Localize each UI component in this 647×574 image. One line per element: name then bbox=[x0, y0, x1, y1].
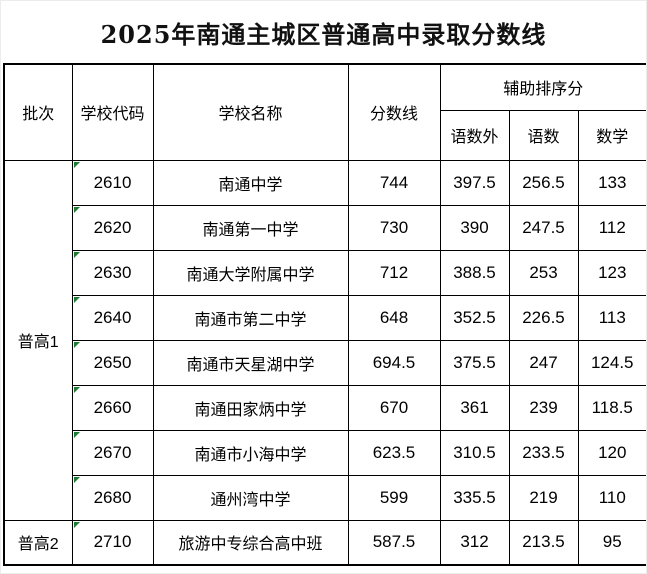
table-row: 2670 南通市小海中学 623.5 310.5 233.5 120 bbox=[4, 429, 646, 476]
aux-cm-cell: 253 bbox=[508, 249, 579, 296]
school-code: 2670 bbox=[93, 442, 132, 462]
header-school-name: 学校名称 bbox=[152, 63, 349, 161]
aux-cm-cell: 213.5 bbox=[508, 519, 579, 566]
school-name-cell: 旅游中专综合高中班 bbox=[152, 519, 349, 566]
aux-cme-cell: 310.5 bbox=[439, 429, 510, 476]
school-name-cell: 南通中学 bbox=[152, 159, 349, 206]
aux-math-cell: 95 bbox=[577, 519, 646, 566]
score-line-cell: 694.5 bbox=[347, 339, 441, 386]
aux-cm-cell: 219 bbox=[508, 474, 579, 521]
cell-flag-triangle-icon bbox=[73, 521, 80, 528]
aux-cm-cell: 226.5 bbox=[508, 294, 579, 341]
school-code-cell: 2610 bbox=[71, 159, 154, 206]
batch-cell: 普高1 bbox=[3, 159, 73, 521]
aux-cme-cell: 388.5 bbox=[439, 249, 510, 296]
aux-math-cell: 112 bbox=[577, 204, 646, 251]
school-code-cell: 2680 bbox=[71, 474, 154, 521]
aux-math-cell: 133 bbox=[577, 159, 646, 206]
aux-cme-cell: 361 bbox=[439, 384, 510, 431]
score-line-cell: 648 bbox=[347, 294, 441, 341]
table-row: 2650 南通市天星湖中学 694.5 375.5 247 124.5 bbox=[4, 339, 646, 386]
school-code-cell: 2650 bbox=[71, 339, 154, 386]
school-code: 2620 bbox=[93, 217, 132, 237]
title-bar: 2025年南通主城区普通高中录取分数线 bbox=[1, 1, 646, 63]
table-row: 2660 南通田家炳中学 670 361 239 118.5 bbox=[4, 384, 646, 431]
aux-math-cell: 113 bbox=[577, 294, 646, 341]
school-code: 2650 bbox=[93, 352, 132, 372]
table-body: 普高1 2610 南通中学 744 397.5 256.5 133 2620 南… bbox=[3, 159, 646, 566]
score-line-cell: 623.5 bbox=[347, 429, 441, 476]
aux-math-cell: 123 bbox=[577, 249, 646, 296]
cell-flag-triangle-icon bbox=[73, 251, 80, 258]
score-line-cell: 730 bbox=[347, 204, 441, 251]
aux-cm-cell: 256.5 bbox=[508, 159, 579, 206]
score-line-cell: 712 bbox=[347, 249, 441, 296]
school-code: 2680 bbox=[93, 487, 132, 507]
aux-math-cell: 124.5 bbox=[577, 339, 646, 386]
school-name-cell: 南通市小海中学 bbox=[152, 429, 349, 476]
header-score-line: 分数线 bbox=[347, 63, 441, 161]
table-header: 批次 学校代码 学校名称 分数线 辅助排序分 语数外 语数 数学 bbox=[3, 63, 646, 161]
school-code: 2640 bbox=[93, 307, 132, 327]
school-code-cell: 2620 bbox=[71, 204, 154, 251]
cell-flag-triangle-icon bbox=[73, 431, 80, 438]
score-line-cell: 670 bbox=[347, 384, 441, 431]
table-row: 2620 南通第一中学 730 390 247.5 112 bbox=[4, 204, 646, 251]
aux-math-cell: 120 bbox=[577, 429, 646, 476]
aux-cme-cell: 375.5 bbox=[439, 339, 510, 386]
aux-cm-cell: 247.5 bbox=[508, 204, 579, 251]
school-code: 2710 bbox=[93, 532, 132, 552]
cell-flag-triangle-icon bbox=[73, 341, 80, 348]
school-name-cell: 南通大学附属中学 bbox=[152, 249, 349, 296]
school-name-cell: 通州湾中学 bbox=[152, 474, 349, 521]
school-code: 2630 bbox=[93, 262, 132, 282]
school-name-cell: 南通田家炳中学 bbox=[152, 384, 349, 431]
table-row: 2630 南通大学附属中学 712 388.5 253 123 bbox=[4, 249, 646, 296]
score-line-cell: 587.5 bbox=[347, 519, 441, 566]
header-aux-cm: 语数 bbox=[508, 109, 579, 161]
school-code-cell: 2630 bbox=[71, 249, 154, 296]
page-title: 2025年南通主城区普通高中录取分数线 bbox=[100, 19, 547, 49]
aux-math-cell: 110 bbox=[577, 474, 646, 521]
aux-cme-cell: 335.5 bbox=[439, 474, 510, 521]
scores-table: 批次 学校代码 学校名称 分数线 辅助排序分 语数外 语数 数学 普高1 261… bbox=[3, 63, 646, 566]
aux-cm-cell: 247 bbox=[508, 339, 579, 386]
aux-cm-cell: 233.5 bbox=[508, 429, 579, 476]
table-row: 2680 通州湾中学 599 335.5 219 110 bbox=[4, 474, 646, 521]
cell-flag-triangle-icon bbox=[73, 386, 80, 393]
aux-math-cell: 118.5 bbox=[577, 384, 646, 431]
school-code-cell: 2660 bbox=[71, 384, 154, 431]
aux-cme-cell: 397.5 bbox=[439, 159, 510, 206]
school-code: 2660 bbox=[93, 397, 132, 417]
table-row: 普高1 2610 南通中学 744 397.5 256.5 133 bbox=[3, 159, 646, 521]
table-row: 2640 南通市第二中学 648 352.5 226.5 113 bbox=[4, 294, 646, 341]
header-row-1: 批次 学校代码 学校名称 分数线 辅助排序分 bbox=[3, 63, 646, 161]
score-line-cell: 599 bbox=[347, 474, 441, 521]
table-row: 普高2 2710 旅游中专综合高中班 587.5 312 213.5 95 bbox=[3, 519, 646, 566]
header-aux-math: 数学 bbox=[577, 109, 646, 161]
cell-flag-triangle-icon bbox=[73, 206, 80, 213]
cell-flag-triangle-icon bbox=[73, 161, 80, 168]
school-code-cell: 2670 bbox=[71, 429, 154, 476]
header-aux-cme: 语数外 bbox=[439, 109, 510, 161]
school-name-cell: 南通第一中学 bbox=[152, 204, 349, 251]
school-name-cell: 南通市第二中学 bbox=[152, 294, 349, 341]
header-batch: 批次 bbox=[3, 63, 73, 161]
aux-cme-cell: 352.5 bbox=[439, 294, 510, 341]
aux-cme-cell: 312 bbox=[439, 519, 510, 566]
aux-cme-cell: 390 bbox=[439, 204, 510, 251]
cell-flag-triangle-icon bbox=[73, 296, 80, 303]
header-school-code: 学校代码 bbox=[71, 63, 154, 161]
score-line-cell: 744 bbox=[347, 159, 441, 206]
header-aux-group: 辅助排序分 bbox=[439, 63, 646, 111]
school-code-cell: 2640 bbox=[71, 294, 154, 341]
batch-cell: 普高2 bbox=[3, 519, 73, 566]
school-code-cell: 2710 bbox=[71, 519, 154, 566]
school-code: 2610 bbox=[93, 172, 132, 192]
cell-flag-triangle-icon bbox=[73, 476, 80, 483]
school-name-cell: 南通市天星湖中学 bbox=[152, 339, 349, 386]
aux-cm-cell: 239 bbox=[508, 384, 579, 431]
